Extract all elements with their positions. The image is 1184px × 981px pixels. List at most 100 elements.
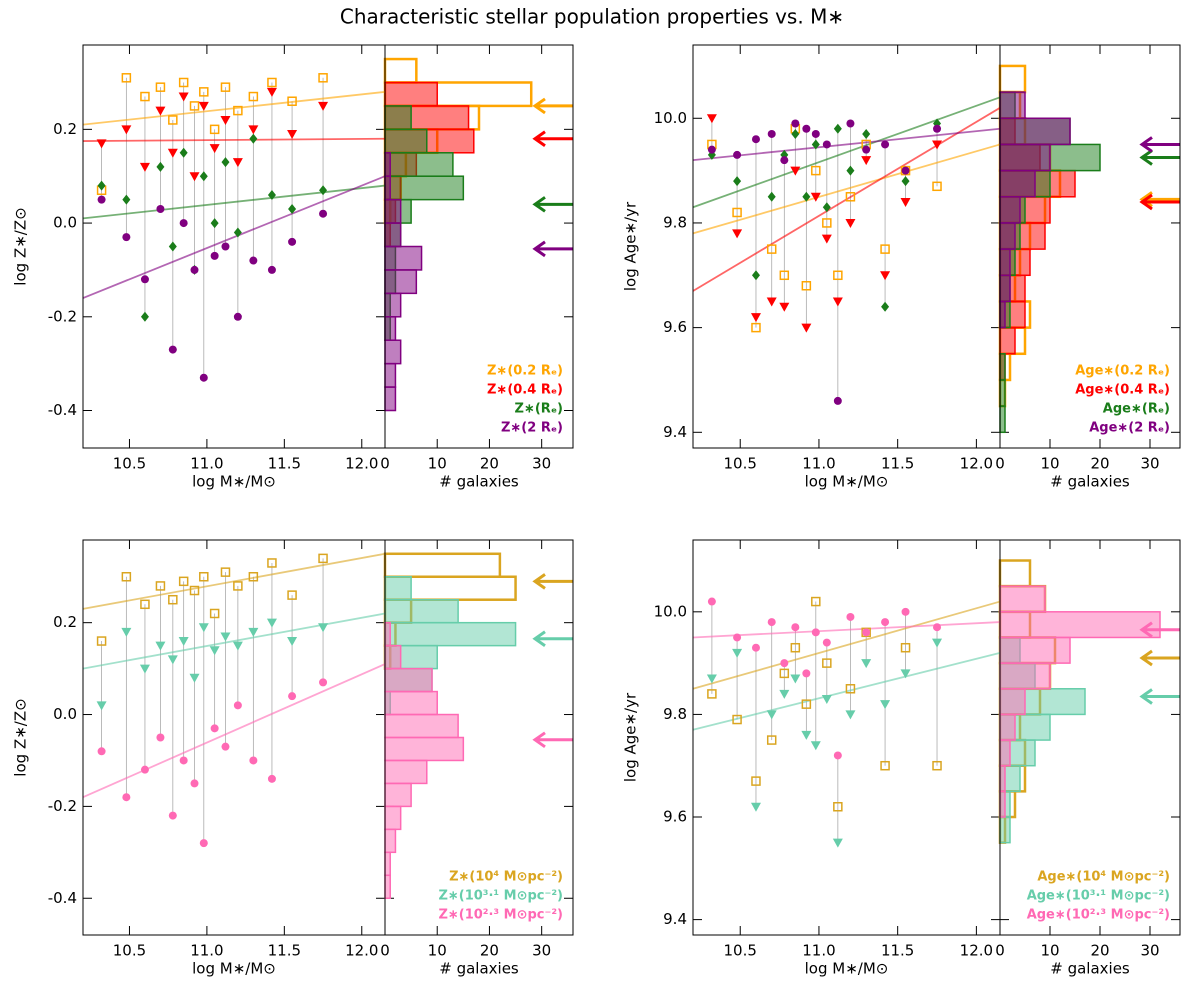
point — [189, 585, 200, 596]
point — [140, 765, 149, 774]
hist-tick-label: 30 — [1140, 455, 1159, 473]
point — [155, 106, 166, 116]
point — [288, 237, 297, 246]
point — [846, 165, 855, 176]
hist-bar — [384, 598, 459, 624]
median-arrow — [532, 130, 573, 147]
fit-line — [692, 600, 1001, 690]
point — [318, 623, 329, 633]
point — [232, 158, 243, 168]
hist-bar — [999, 379, 1006, 407]
fit-line — [82, 663, 386, 799]
x-tick-label: 10.5 — [724, 455, 757, 473]
point — [198, 101, 209, 111]
hist-bar — [998, 64, 1027, 94]
point — [880, 271, 891, 281]
fit-line — [692, 143, 1001, 235]
point — [267, 189, 276, 200]
point — [288, 692, 297, 701]
fit-line — [82, 175, 386, 299]
point — [766, 244, 777, 254]
point — [155, 581, 166, 591]
point — [707, 689, 717, 699]
point — [97, 180, 106, 191]
median-arrow — [532, 630, 573, 647]
point — [751, 322, 761, 333]
x-tick-label: 12.0 — [345, 942, 378, 960]
point — [811, 628, 820, 637]
hist-tick-label: 0 — [995, 942, 1005, 960]
hist-bar — [999, 353, 1006, 381]
point — [267, 774, 276, 783]
point — [140, 311, 149, 322]
point — [821, 234, 832, 244]
point — [122, 793, 131, 802]
point — [122, 194, 131, 205]
point — [168, 811, 177, 820]
hist-bar — [999, 169, 1036, 198]
legend-entry: Age∗(10³·¹ M⊙pc⁻²) — [1027, 889, 1170, 904]
hist-bar — [999, 713, 1016, 741]
hist-bar — [384, 128, 428, 154]
fit-line — [82, 184, 386, 220]
legend-entry: Z∗(10³·¹ M⊙pc⁻²) — [438, 889, 563, 904]
y-tick-label: 10.0 — [654, 109, 687, 127]
y-axis-label: log Age∗/yr — [622, 201, 640, 291]
point — [801, 699, 812, 709]
point — [881, 618, 890, 627]
point — [179, 219, 188, 228]
fit-line — [82, 137, 386, 142]
x-tick-label: 11.0 — [802, 455, 835, 473]
point — [750, 313, 761, 323]
point — [933, 118, 942, 129]
point — [801, 323, 812, 333]
fit-line — [692, 127, 1001, 162]
hist-tick-label: 0 — [380, 455, 390, 473]
hist-tick-label: 30 — [1140, 942, 1159, 960]
hist-bar — [999, 585, 1046, 613]
point — [811, 139, 820, 150]
hist-bar — [384, 805, 402, 831]
point — [96, 636, 107, 646]
hist-bar — [999, 636, 1071, 664]
point — [766, 297, 777, 307]
point — [733, 633, 742, 642]
hist-bar — [384, 245, 423, 271]
hist-frame — [999, 539, 1181, 936]
point — [178, 576, 189, 587]
fit-line — [692, 96, 1001, 209]
point — [901, 166, 910, 175]
point — [767, 191, 776, 202]
hist-bar — [384, 292, 402, 318]
hist-tick-label: 20 — [480, 455, 499, 473]
point — [862, 145, 871, 154]
x-axis-label: log M∗/M⊙ — [192, 473, 276, 491]
point — [861, 659, 872, 669]
point — [932, 140, 943, 150]
hist-bar — [384, 690, 438, 716]
point — [209, 608, 220, 619]
point — [861, 156, 872, 166]
point — [199, 571, 209, 582]
hist-bar — [999, 611, 1161, 639]
hist-bar — [384, 828, 397, 854]
point — [156, 733, 165, 742]
point — [845, 218, 856, 228]
point — [833, 396, 842, 405]
scatter-frame — [82, 44, 386, 449]
point — [901, 607, 910, 616]
point — [249, 756, 258, 765]
hist-tick-label: 0 — [380, 942, 390, 960]
hist-bar — [384, 222, 402, 248]
point — [790, 642, 801, 653]
y-tick-label: 0.0 — [53, 705, 77, 723]
point — [932, 760, 942, 771]
legend-entry: Age∗(0.2 Rₑ) — [1075, 364, 1170, 379]
point — [179, 147, 188, 158]
hist-bar — [384, 736, 465, 762]
x-tick-label: 11.5 — [268, 455, 301, 473]
point — [822, 658, 832, 668]
point — [249, 133, 258, 144]
point — [319, 209, 328, 218]
